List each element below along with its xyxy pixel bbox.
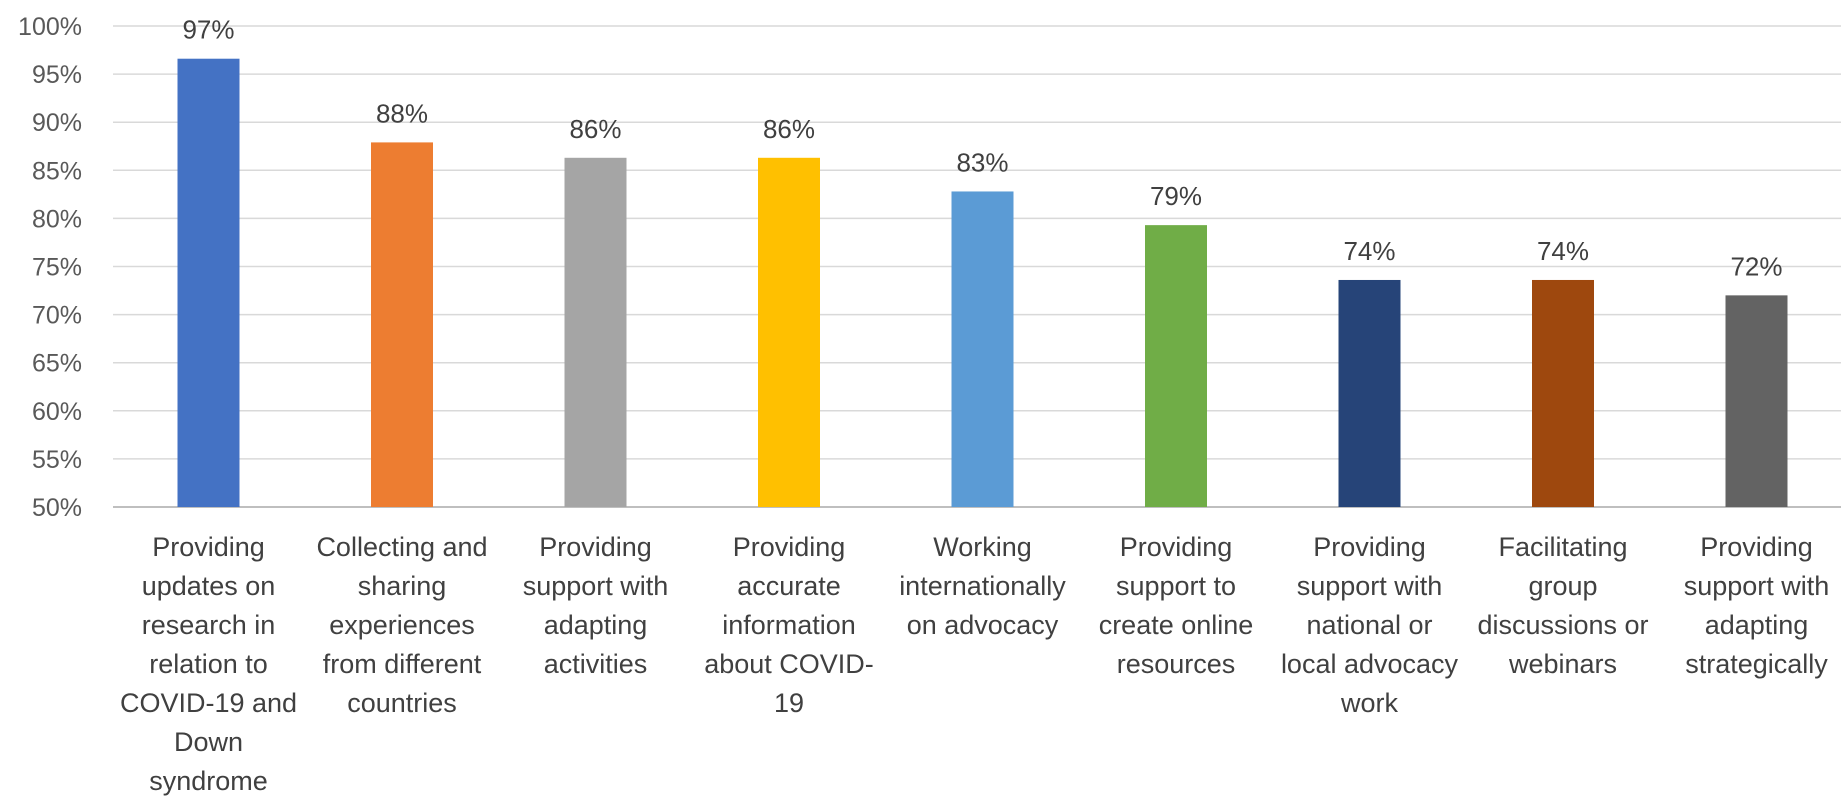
x-tick-label-line: support with xyxy=(1275,567,1465,606)
x-tick-label-line: from different xyxy=(307,645,497,684)
x-tick-label-line: research in xyxy=(114,606,304,645)
data-label: 86% xyxy=(763,114,815,144)
x-tick-label-line: work xyxy=(1275,684,1465,723)
x-tick-label-line: support to xyxy=(1081,567,1271,606)
x-tick-label-line: on advocacy xyxy=(888,606,1078,645)
bar xyxy=(371,142,433,507)
x-tick-label-line: Down xyxy=(114,723,304,762)
x-tick-label-line: Providing xyxy=(1662,528,1841,567)
y-tick-label: 75% xyxy=(32,254,82,282)
bar xyxy=(1339,280,1401,507)
x-tick-label-line: Providing xyxy=(114,528,304,567)
data-label: 86% xyxy=(569,114,621,144)
bar xyxy=(1145,225,1207,507)
x-tick-label-line: Providing xyxy=(501,528,691,567)
y-tick-label: 55% xyxy=(32,446,82,474)
y-tick-label: 90% xyxy=(32,109,82,137)
x-tick-label-line: national or xyxy=(1275,606,1465,645)
x-tick-label-line: internationally xyxy=(888,567,1078,606)
x-tick-label-line: support with xyxy=(501,567,691,606)
bar xyxy=(1726,295,1788,507)
x-tick-label-line: syndrome xyxy=(114,762,304,801)
x-tick-label-line: strategically xyxy=(1662,645,1841,684)
bar xyxy=(952,191,1014,507)
x-tick-label-line: 19 xyxy=(694,684,884,723)
x-tick-label-line: sharing xyxy=(307,567,497,606)
x-tick-label-line: create online xyxy=(1081,606,1271,645)
x-tick-label-line: COVID-19 and xyxy=(114,684,304,723)
x-tick-label-line: resources xyxy=(1081,645,1271,684)
y-tick-label: 65% xyxy=(32,350,82,378)
y-tick-label: 50% xyxy=(32,494,82,522)
y-tick-label: 85% xyxy=(32,157,82,185)
data-label: 97% xyxy=(182,15,234,45)
x-tick-label-line: Facilitating xyxy=(1468,528,1658,567)
data-label: 83% xyxy=(956,147,1008,177)
x-tick-label-line: support with xyxy=(1662,567,1841,606)
x-tick-label-line: adapting xyxy=(1662,606,1841,645)
bar xyxy=(1532,280,1594,507)
data-label: 74% xyxy=(1343,236,1395,266)
x-tick-label-line: countries xyxy=(307,684,497,723)
y-tick-label: 70% xyxy=(32,302,82,330)
y-tick-label: 80% xyxy=(32,205,82,233)
x-tick-label-line: information xyxy=(694,606,884,645)
x-tick-label-line: local advocacy xyxy=(1275,645,1465,684)
x-tick-label-line: group xyxy=(1468,567,1658,606)
bar xyxy=(178,59,240,507)
x-tick-label-line: experiences xyxy=(307,606,497,645)
x-tick-label-line: Working xyxy=(888,528,1078,567)
data-label: 74% xyxy=(1537,236,1589,266)
x-tick-label-line: about COVID- xyxy=(694,645,884,684)
data-label: 88% xyxy=(376,98,428,128)
bar xyxy=(565,158,627,507)
data-label: 79% xyxy=(1150,181,1202,211)
x-tick-label-line: updates on xyxy=(114,567,304,606)
x-tick-label-line: webinars xyxy=(1468,645,1658,684)
x-tick-label-line: discussions or xyxy=(1468,606,1658,645)
x-tick-label-line: adapting xyxy=(501,606,691,645)
data-label: 72% xyxy=(1730,251,1782,281)
y-tick-label: 95% xyxy=(32,61,82,89)
bar xyxy=(758,158,820,507)
x-tick-label-line: accurate xyxy=(694,567,884,606)
x-tick-label-line: Collecting and xyxy=(307,528,497,567)
x-tick-label-line: Providing xyxy=(1081,528,1271,567)
x-tick-label-line: Providing xyxy=(1275,528,1465,567)
x-tick-label-line: relation to xyxy=(114,645,304,684)
x-tick-label-line: activities xyxy=(501,645,691,684)
x-tick-label-line: Providing xyxy=(694,528,884,567)
y-tick-label: 60% xyxy=(32,398,82,426)
y-tick-label: 100% xyxy=(18,13,82,41)
